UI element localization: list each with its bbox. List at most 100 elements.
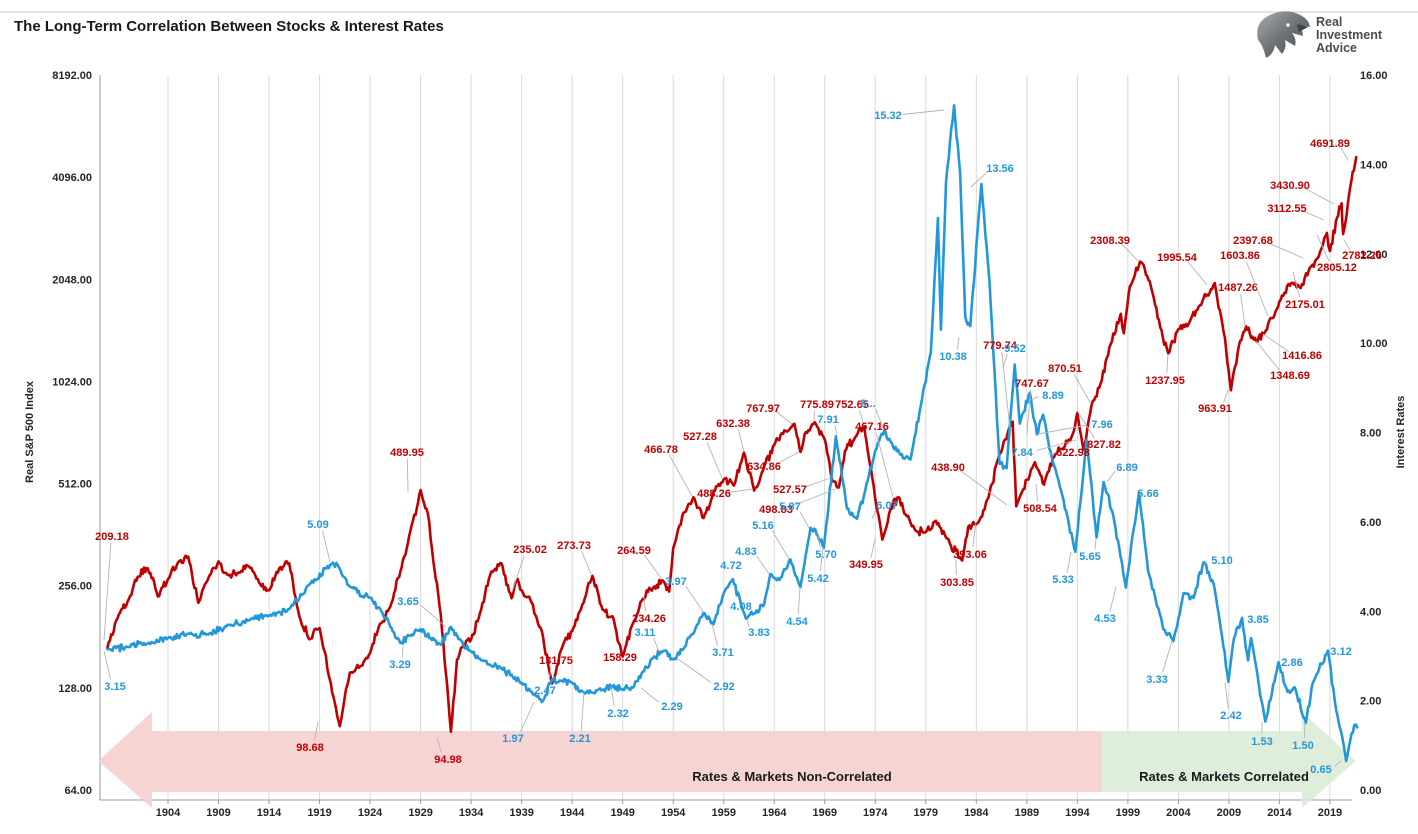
label-leader-line (817, 534, 821, 548)
label-leader-line (970, 171, 988, 188)
non-correlated-band (98, 712, 1102, 808)
label-leader-line (580, 690, 585, 732)
page-title: The Long-Term Correlation Between Stocks… (14, 18, 444, 35)
sp500-data-label: 466.78 (644, 444, 678, 456)
sp500-data-label: 3430.90 (1270, 180, 1310, 192)
label-leader-line (790, 487, 839, 508)
x-tick-label: 1924 (358, 807, 383, 819)
label-leader-line (870, 538, 876, 558)
rate-data-label: 10.38 (939, 351, 967, 363)
label-leader-line (1001, 351, 1011, 430)
sp500-data-label: 235.02 (513, 544, 547, 556)
x-tick-label: 1979 (914, 807, 938, 819)
rate-data-label: 7.96 (1091, 419, 1112, 431)
left-axis-title: Real S&P 500 Index (24, 380, 36, 483)
rate-data-label: 2.21 (569, 733, 590, 745)
x-tick-label: 1914 (257, 807, 282, 819)
sp500-data-label: 2782.26 (1342, 250, 1382, 262)
sp500-data-label: 527.28 (683, 431, 717, 443)
label-leader-line (1203, 560, 1208, 563)
x-tick-label: 2009 (1217, 807, 1241, 819)
label-leader-line (1266, 241, 1304, 259)
rate-data-label: 3.15 (104, 681, 125, 693)
label-leader-line (1340, 147, 1349, 161)
rate-data-label: 5.16 (752, 520, 773, 532)
label-leader-line (610, 685, 615, 707)
label-leader-line (640, 687, 660, 703)
rate-data-label: 3.71 (712, 647, 733, 659)
label-leader-line (1109, 586, 1117, 612)
label-leader-line (1162, 640, 1173, 673)
sp500-data-label: 634.86 (747, 461, 781, 473)
logo-text-line1: Real (1316, 15, 1342, 29)
label-leader-line (1066, 551, 1072, 573)
rate-data-label: 4.53 (1094, 613, 1115, 625)
label-leader-line (322, 530, 331, 563)
eagle-icon (1257, 11, 1310, 58)
rate-data-label: 2.92 (713, 681, 734, 693)
sp500-data-label: 1487.26 (1218, 282, 1258, 294)
rate-data-label: 6.89 (1116, 462, 1137, 474)
x-tick-label: 1969 (813, 807, 837, 819)
rate-data-label: 3.65 (397, 596, 418, 608)
sp500-data-label: 3112.55 (1267, 203, 1306, 215)
label-leader-line (103, 650, 111, 680)
label-leader-line (314, 721, 319, 741)
rate-data-label: 5.65 (1079, 551, 1100, 563)
x-tick-label: 1954 (661, 807, 686, 819)
sp500-data-label: 2397.68 (1233, 235, 1273, 247)
sp500-data-label: 767.97 (746, 403, 780, 415)
label-leader-line (1035, 483, 1038, 502)
sp500-data-label: 393.06 (953, 549, 987, 561)
sp500-data-label: 131.75 (539, 655, 573, 667)
rate-data-label: 7.91 (817, 414, 838, 426)
rate-data-label: 5.42 (807, 573, 828, 585)
rate-data-label: 3.12 (1330, 646, 1351, 658)
label-leader-line (875, 408, 885, 431)
sp500-data-label: 2175.01 (1285, 299, 1325, 311)
x-tick-label: 1974 (863, 807, 888, 819)
sp500-data-label: 1995.54 (1157, 252, 1198, 264)
sp500-data-label: 158.29 (603, 652, 637, 664)
label-leader-line (1030, 396, 1039, 401)
rate-data-label: 4.72 (720, 560, 741, 572)
plot-area: 1904 1909 1914 1919 1924 1929 1934 1939 1944 1949… (52, 70, 1387, 819)
sp500-data-label: 1416.86 (1282, 350, 1322, 362)
x-tick-label: 1984 (964, 807, 989, 819)
rate-data-label: 2.86 (1281, 657, 1302, 669)
label-leader-line (1303, 187, 1335, 205)
rate-data-label: 5.09 (307, 519, 328, 531)
x-tick-label: 2014 (1267, 807, 1292, 819)
label-leader-line (511, 555, 525, 593)
label-leader-line (1036, 439, 1077, 451)
label-leader-line (103, 542, 112, 641)
label-leader-line (1026, 389, 1031, 435)
rate-data-label: 8... (860, 398, 875, 410)
sp500-data-label: 2805.12 (1317, 262, 1357, 274)
rate-data-label: 3.29 (389, 659, 410, 671)
left-tick-label: 4096.00 (52, 172, 92, 184)
rate-data-label: 2.29 (661, 701, 682, 713)
rate-data-label: 1.97 (502, 733, 523, 745)
rate-data-label: 4.54 (786, 616, 808, 628)
rate-data-label: 2.42 (1220, 710, 1241, 722)
label-leader-line (644, 554, 662, 579)
left-tick-label: 2048.00 (52, 274, 92, 286)
sp500-data-label: 4691.89 (1310, 138, 1350, 150)
label-leader-line (1047, 452, 1059, 455)
label-leader-line (1166, 353, 1169, 374)
label-leader-line (875, 432, 894, 498)
label-leader-line (1223, 389, 1229, 403)
label-leader-line (797, 586, 801, 615)
label-leader-line (1334, 760, 1342, 767)
sp500-data-label: 303.85 (940, 577, 974, 589)
x-tick-label: 1904 (156, 807, 181, 819)
right-tick-label: 10.00 (1360, 338, 1388, 350)
sp500-series-line (106, 155, 1358, 734)
x-tick-label: 1989 (1015, 807, 1039, 819)
rate-data-label: 8.89 (1042, 390, 1063, 402)
sp500-data-label: 438.90 (931, 462, 965, 474)
logo-text-line3: Advice (1316, 41, 1357, 55)
sp500-data-label: 498.83 (759, 504, 793, 516)
